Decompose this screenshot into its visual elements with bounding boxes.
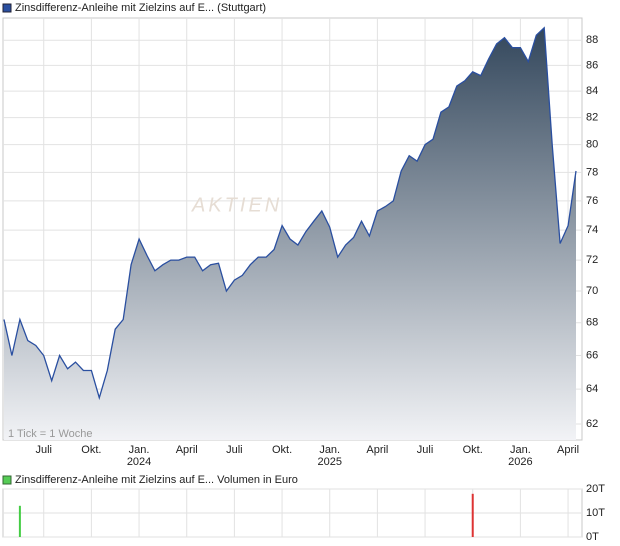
x-tick-year: 2025	[317, 456, 341, 468]
x-tick-label: Juli	[226, 444, 243, 456]
legend-swatch	[2, 3, 12, 13]
x-tick-year: 2026	[508, 456, 532, 468]
watermark: AKTIEN	[191, 194, 282, 216]
y-tick-label: 68	[586, 317, 598, 329]
y-tick-label: 88	[586, 34, 598, 46]
volume-bar	[18, 505, 21, 537]
y-tick-label: 78	[586, 166, 598, 178]
legend-label: Zinsdifferenz-Anleihe mit Zielzins auf E…	[15, 2, 266, 14]
y-tick-label: 74	[586, 224, 598, 236]
y-tick-label: 10T	[586, 507, 605, 519]
legend-label: Zinsdifferenz-Anleihe mit Zielzins auf E…	[15, 474, 298, 486]
x-tick-label: Jan.	[319, 444, 340, 456]
y-tick-label: 82	[586, 111, 598, 123]
x-tick-label: April	[557, 444, 579, 456]
y-tick-label: 64	[586, 383, 598, 395]
x-tick-label: Jan.	[510, 444, 531, 456]
y-tick-label: 66	[586, 349, 598, 361]
x-tick-label: Okt.	[272, 444, 292, 456]
y-tick-label: 80	[586, 139, 598, 151]
y-tick-label: 86	[586, 59, 598, 71]
y-tick-label: 84	[586, 85, 598, 97]
x-tick-year: 2024	[127, 456, 151, 468]
x-tick-label: April	[366, 444, 388, 456]
x-tick-label: April	[176, 444, 198, 456]
y-tick-label: 0T	[586, 531, 599, 543]
y-tick-label: 70	[586, 285, 598, 297]
y-tick-label: 20T	[586, 483, 605, 495]
y-tick-label: 62	[586, 418, 598, 430]
x-tick-label: Okt.	[81, 444, 101, 456]
x-tick-label: Jan.	[129, 444, 150, 456]
y-tick-label: 76	[586, 195, 598, 207]
tick-note: 1 Tick = 1 Woche	[8, 428, 92, 440]
volume-bar	[471, 493, 474, 537]
x-tick-label: Juli	[417, 444, 434, 456]
price-line	[3, 26, 577, 401]
area-fill	[4, 27, 576, 441]
y-tick-label: 72	[586, 254, 598, 266]
x-tick-label: Juli	[35, 444, 52, 456]
x-tick-label: Okt.	[463, 444, 483, 456]
legend-swatch	[2, 475, 12, 485]
